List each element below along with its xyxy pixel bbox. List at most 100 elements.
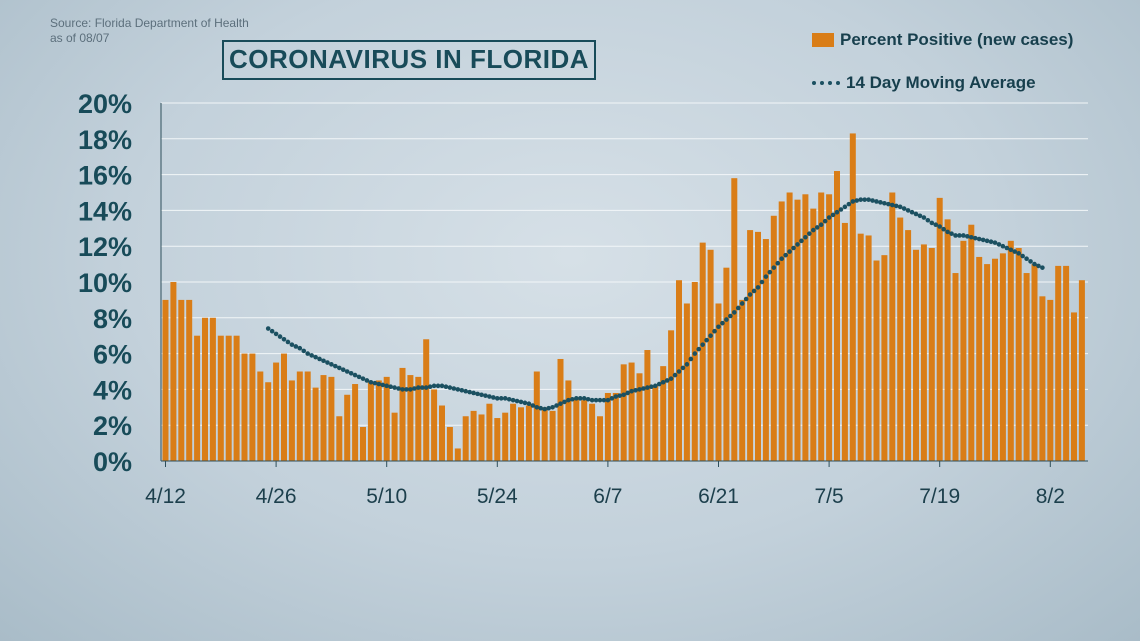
moving-average-point <box>854 198 860 203</box>
moving-average-point <box>285 339 291 345</box>
bar <box>194 335 201 461</box>
bar <box>431 389 438 461</box>
moving-average-point <box>427 384 433 390</box>
bar <box>367 382 374 461</box>
moving-average-point <box>779 256 784 262</box>
legend-item-percent-positive: Percent Positive (new cases) <box>812 29 1073 51</box>
bar <box>233 335 240 461</box>
as-of-date: as of 08/07 <box>50 31 110 45</box>
bar <box>920 244 927 461</box>
moving-average-point <box>546 405 551 411</box>
bar <box>225 335 232 461</box>
bar <box>755 231 761 461</box>
bar <box>486 403 493 461</box>
moving-average-point <box>834 209 840 215</box>
bar <box>328 376 335 461</box>
moving-average-point <box>743 296 749 302</box>
moving-average-point <box>273 331 279 337</box>
moving-average-point <box>577 396 583 401</box>
moving-average-point <box>996 242 1002 247</box>
x-tick-label: 4/12 <box>145 485 186 508</box>
bar <box>794 199 801 461</box>
bar <box>739 299 746 461</box>
bar <box>699 242 706 461</box>
bar <box>1039 296 1046 461</box>
bar <box>960 240 967 461</box>
bar <box>1078 280 1085 461</box>
bar <box>304 371 311 461</box>
axes <box>160 103 1088 462</box>
moving-average-point <box>356 374 362 380</box>
moving-average-point <box>337 365 342 371</box>
x-tick-label: 6/21 <box>698 485 739 508</box>
moving-average-point <box>400 387 405 392</box>
bar <box>897 217 904 461</box>
x-tick-label: 8/2 <box>1036 485 1065 508</box>
moving-average-point <box>344 369 350 374</box>
moving-average-point <box>1012 249 1018 254</box>
moving-average-point <box>585 396 591 402</box>
moving-average-point <box>649 384 654 390</box>
moving-average-point <box>534 405 540 410</box>
moving-average-point <box>352 372 358 378</box>
moving-average-point <box>637 387 642 392</box>
moving-average-point <box>787 249 792 254</box>
bar <box>399 367 406 461</box>
moving-average-point <box>1036 263 1041 269</box>
bar <box>312 387 319 461</box>
moving-average-point <box>455 387 461 392</box>
bar <box>770 215 777 461</box>
moving-average-point <box>905 208 911 213</box>
moving-average-point <box>1032 261 1037 267</box>
legend-dotted-line-swatch <box>812 81 840 85</box>
bar <box>462 416 469 461</box>
bar <box>202 317 208 461</box>
moving-average-point <box>672 372 678 378</box>
bar <box>1023 273 1030 461</box>
moving-average-point <box>439 383 445 389</box>
moving-average-point <box>554 403 559 408</box>
moving-average-point <box>799 238 804 244</box>
y-tick-label: 6% <box>93 340 132 370</box>
moving-average-point <box>653 383 658 389</box>
bar <box>992 258 998 461</box>
bar <box>178 299 185 461</box>
x-tick-label: 4/26 <box>256 485 297 508</box>
x-tick-label: 7/5 <box>814 485 843 508</box>
y-tick-label: 2% <box>93 411 132 441</box>
x-axis-ticks: 4/12 4/26 5/10 5/24 6/7 6/21 7/5 7/19 8/2 <box>145 461 1065 508</box>
bar <box>1063 265 1070 461</box>
moving-average-point <box>463 388 469 394</box>
moving-average-point <box>396 386 401 391</box>
moving-average-point <box>688 356 694 362</box>
moving-average-point <box>791 245 796 251</box>
bar <box>928 247 935 461</box>
bar <box>905 230 912 461</box>
bar <box>257 371 264 461</box>
moving-average-point <box>502 396 508 401</box>
bar <box>826 194 833 462</box>
moving-average-point <box>826 215 832 220</box>
moving-average-point <box>321 358 326 364</box>
moving-average-point <box>656 381 662 387</box>
moving-average-point <box>945 229 950 235</box>
moving-average-point <box>739 301 745 306</box>
bar <box>589 403 596 461</box>
bar <box>1047 299 1054 461</box>
bar <box>162 299 169 461</box>
moving-average-point <box>601 397 607 403</box>
moving-average-point <box>961 233 966 238</box>
moving-average-point <box>909 209 915 215</box>
moving-average-point <box>305 351 311 356</box>
legend-label: 14 Day Moving Average <box>846 73 1036 92</box>
bar <box>186 299 193 461</box>
moving-average-point <box>724 317 729 322</box>
bar <box>407 375 414 461</box>
moving-average-point <box>380 382 386 388</box>
moving-average-point <box>850 199 856 204</box>
moving-average-point <box>392 385 397 390</box>
moving-average-point <box>518 399 524 405</box>
moving-average-point <box>1020 253 1025 259</box>
moving-average-point <box>814 225 820 230</box>
moving-average-point <box>676 369 682 374</box>
